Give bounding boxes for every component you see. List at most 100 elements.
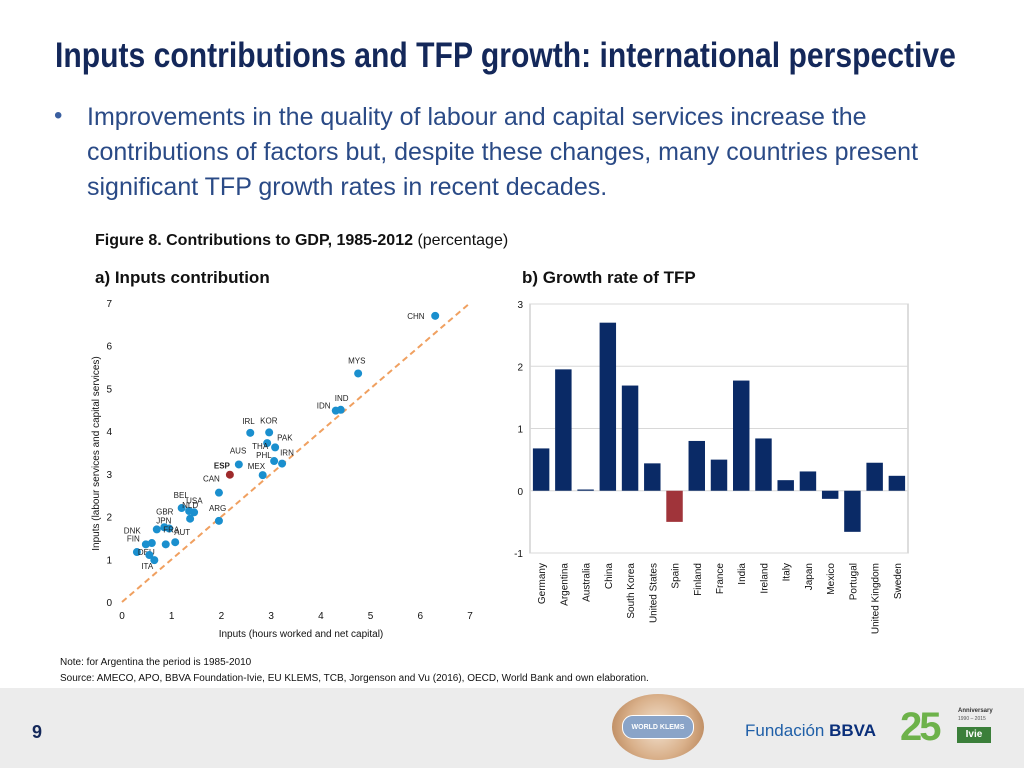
- figure-caption: Figure 8. Contributions to GDP, 1985-201…: [95, 232, 508, 250]
- bar-sweden: [888, 475, 906, 491]
- page-number: 9: [32, 722, 43, 742]
- scatter-point-mex: [258, 471, 267, 480]
- bar-argentina: [555, 369, 572, 491]
- bar-spain: [666, 490, 683, 522]
- scatter-label-aus: AUS: [230, 446, 246, 455]
- bar-category-label: India: [737, 563, 748, 585]
- scatter-label-aut: AUT: [174, 528, 190, 537]
- scatter-label-usa: USA: [186, 496, 203, 505]
- scatter-point-nld: [185, 507, 194, 516]
- scatter-label-jpn: JPN: [156, 516, 171, 525]
- scatter-label-dnk: DNK: [124, 526, 142, 535]
- y-tick-label: 2: [106, 513, 112, 524]
- bar-category-label: France: [715, 563, 726, 595]
- scatter-point-kor: [265, 428, 274, 437]
- figure-caption-title: Figure 8. Contributions to GDP, 1985-201…: [95, 232, 413, 249]
- bar-category-label: United States: [648, 563, 659, 623]
- scatter-label-arg: ARG: [209, 504, 226, 513]
- scatter-label-irn: IRN: [280, 449, 294, 458]
- bar-category-label: South Korea: [626, 563, 637, 619]
- scatter-label-fin: FIN: [127, 534, 140, 543]
- bar-category-label: China: [604, 563, 615, 590]
- bar-france: [710, 459, 728, 491]
- scatter-point-swe: [161, 540, 170, 549]
- worldklems-logo-text: WORLD KLEMS: [622, 715, 694, 739]
- scatter-label-chn: CHN: [407, 312, 425, 321]
- bar-china: [599, 322, 617, 491]
- scatter-label-fra: FRA: [163, 526, 180, 535]
- scatter-label-mex: MEX: [248, 462, 266, 471]
- bar-y-tick-label: 0: [517, 487, 523, 498]
- scatter-point-bel: [177, 504, 186, 513]
- scatter-point-arg: [214, 516, 223, 525]
- scatter-point-prt: [147, 539, 156, 548]
- scatter-point-phl: [270, 457, 279, 466]
- scatter-point-irn: [278, 459, 287, 468]
- scatter-label-can: CAN: [203, 475, 220, 484]
- scatter-label-mys: MYS: [348, 356, 365, 365]
- bar-japan: [799, 471, 817, 491]
- x-tick-label: 2: [219, 611, 225, 622]
- scatter-point-idn: [331, 406, 340, 415]
- bar-y-tick-label: 1: [517, 425, 523, 436]
- bar-category-label: Ireland: [759, 563, 770, 594]
- x-tick-label: 6: [418, 611, 424, 622]
- bar-y-tick-label: 2: [517, 362, 523, 373]
- bar-mexico: [821, 490, 839, 499]
- fundacion-bbva-logo: Fundación BBVA: [745, 721, 876, 741]
- scatter-point-mys: [354, 369, 363, 378]
- bullet-text: Improvements in the quality of labour an…: [87, 103, 919, 201]
- chart-source: Source: AMECO, APO, BBVA Foundation-Ivie…: [60, 673, 649, 684]
- scatter-point-irl: [246, 428, 255, 437]
- fbbva-brand: BBVA: [829, 721, 877, 740]
- bar-y-tick-label: 3: [517, 300, 523, 311]
- ivie-anniversary-label: Anniversary: [958, 708, 993, 714]
- scatter-point-pak: [271, 443, 280, 452]
- scatter-point-esp: [225, 470, 234, 479]
- y-tick-label: 4: [106, 427, 112, 438]
- x-axis-label: Inputs (hours worked and net capital): [219, 629, 384, 640]
- panel-a-title: a) Inputs contribution: [95, 268, 270, 287]
- x-tick-label: 5: [368, 611, 374, 622]
- bar-united-states: [644, 463, 661, 491]
- x-tick-label: 1: [169, 611, 175, 622]
- bar-category-label: United Kingdom: [871, 563, 882, 634]
- worldklems-logo: WORLD KLEMS: [612, 694, 704, 760]
- tfp-growth-bar-chart: -1 0 1 2 3 Germany Argentina Australia China Sout…: [514, 300, 909, 634]
- scatter-label-ind: IND: [335, 394, 349, 403]
- bar-category-label: Mexico: [826, 563, 837, 595]
- scatter-point-gbr: [186, 514, 195, 523]
- scatter-label-gbr: GBR: [156, 508, 174, 517]
- bar-portugal: [844, 490, 861, 532]
- chart-note: Note: for Argentina the period is 1985-2…: [60, 657, 252, 668]
- bullet-icon: •: [54, 102, 63, 129]
- y-tick-label: 1: [106, 555, 112, 566]
- fbbva-prefix: Fundación: [745, 721, 830, 740]
- scatter-point-deu: [132, 548, 141, 557]
- figure-caption-unit: (percentage): [413, 232, 509, 249]
- scatter-point-fin: [141, 540, 150, 549]
- scatter-label-nld: NLD: [182, 501, 198, 510]
- bar-category-label: Spain: [671, 563, 682, 589]
- bar-category-label: Australia: [582, 563, 593, 602]
- bar-category-label: Japan: [804, 563, 815, 590]
- x-tick-label: 0: [119, 611, 125, 622]
- y-axis-label: Inputs (labour services and capital serv…: [91, 356, 102, 551]
- scatter-point-ita: [145, 551, 154, 560]
- ivie-anniversary-years: 1990 – 2015: [958, 716, 986, 722]
- bar-y-tick-label: -1: [514, 549, 523, 560]
- bar-category-label: Germany: [537, 563, 548, 604]
- scatter-label-tha: THA: [252, 442, 269, 451]
- scatter-label-ita: ITA: [141, 562, 154, 571]
- x-tick-label: 7: [467, 611, 473, 622]
- slide-title: Inputs contributions and TFP growth: int…: [55, 36, 956, 75]
- scatter-label-pak: PAK: [277, 433, 293, 442]
- scatter-label-irl: IRL: [242, 417, 255, 426]
- bar-category-label: Italy: [782, 563, 793, 581]
- scatter-point-tha: [263, 439, 272, 448]
- ivie-name-badge: Ivie: [957, 727, 991, 743]
- footer-bar: [0, 688, 1024, 768]
- bar-finland: [688, 440, 705, 491]
- y-tick-label: 5: [106, 384, 112, 395]
- scatter-point-can: [214, 488, 223, 497]
